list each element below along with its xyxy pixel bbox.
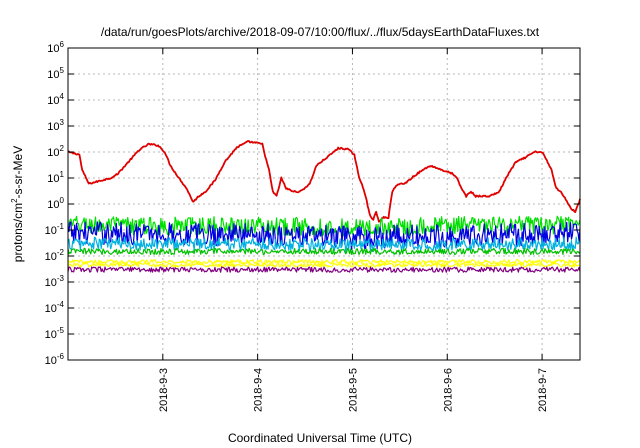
x-tick-label-3: 2018-9-6	[442, 368, 454, 412]
y-tick-label-10: 10-4	[45, 300, 65, 315]
grid-layer	[68, 48, 580, 360]
series-line-1	[67, 215, 581, 237]
y-tick-label-base-10: 10	[45, 303, 57, 315]
y-tick-label-exponent-12: -6	[57, 352, 65, 361]
y-tick-label-exponent-7: -1	[57, 222, 65, 231]
x-tick-label-1: 2018-9-4	[253, 368, 265, 412]
y-tick-label-4: 102	[47, 144, 64, 159]
y-tick-label-6: 100	[47, 196, 64, 211]
y-tick-label-12: 10-6	[45, 352, 65, 367]
series-line-4	[67, 247, 581, 256]
series-line-5	[67, 259, 581, 265]
series-line-0	[67, 140, 581, 223]
y-tick-label-exponent-10: -4	[57, 300, 65, 309]
y-tick-label-exponent-4: 2	[60, 144, 65, 153]
y-tick-label-9: 10-3	[45, 274, 65, 289]
y-tick-label-8: 10-2	[45, 248, 65, 263]
y-tick-label-0: 106	[47, 40, 64, 55]
y-tick-label-base-12: 10	[45, 355, 57, 367]
series-line-3	[67, 236, 581, 253]
y-tick-label-base-5: 10	[47, 173, 59, 185]
y-axis-label: protons/cm2-s-sr-MeV	[10, 146, 25, 262]
x-axis-label: Coordinated Universal Time (UTC)	[228, 431, 412, 445]
y-tick-label-base-0: 10	[47, 43, 59, 55]
y-axis-label-suffix: -s-sr-MeV	[11, 146, 25, 199]
y-tick-label-2: 104	[47, 92, 64, 107]
y-axis-label-main: protons/cm	[11, 203, 25, 262]
y-tick-label-exponent-9: -3	[57, 274, 65, 283]
y-tick-label-11: 10-5	[45, 326, 65, 341]
y-tick-label-exponent-6: 0	[60, 196, 65, 205]
x-tick-label-4: 2018-9-7	[537, 368, 549, 412]
series-layer	[67, 140, 581, 273]
y-tick-label-base-11: 10	[45, 329, 57, 341]
x-tick-label-2: 2018-9-5	[347, 368, 359, 412]
y-tick-label-base-1: 10	[47, 69, 59, 81]
tick-layer: 10610510410310210110010-110-210-310-410-…	[45, 40, 580, 412]
y-tick-label-exponent-8: -2	[57, 248, 65, 257]
y-tick-label-base-3: 10	[47, 121, 59, 133]
y-tick-label-3: 103	[47, 118, 64, 133]
y-tick-label-base-6: 10	[47, 199, 59, 211]
x-tick-label-0: 2018-9-3	[158, 368, 170, 412]
y-tick-label-base-4: 10	[47, 147, 59, 159]
y-tick-label-exponent-11: -5	[57, 326, 65, 335]
y-tick-label-exponent-1: 5	[60, 66, 65, 75]
y-tick-label-base-2: 10	[47, 95, 59, 107]
chart-title: /data/run/goesPlots/archive/2018-09-07/1…	[101, 25, 540, 39]
y-tick-label-exponent-0: 6	[60, 40, 65, 49]
y-tick-label-exponent-5: 1	[60, 170, 65, 179]
y-tick-label-base-7: 10	[45, 225, 57, 237]
y-tick-label-exponent-2: 4	[60, 92, 65, 101]
y-tick-label-base-8: 10	[45, 251, 57, 263]
y-axis-label-superscript: 2	[10, 198, 19, 203]
series-line-7	[67, 266, 581, 273]
y-tick-label-exponent-3: 3	[60, 118, 65, 127]
y-tick-label-base-9: 10	[45, 277, 57, 289]
y-tick-label-7: 10-1	[45, 222, 65, 237]
y-tick-label-1: 105	[47, 66, 64, 81]
y-tick-label-5: 101	[47, 170, 64, 185]
